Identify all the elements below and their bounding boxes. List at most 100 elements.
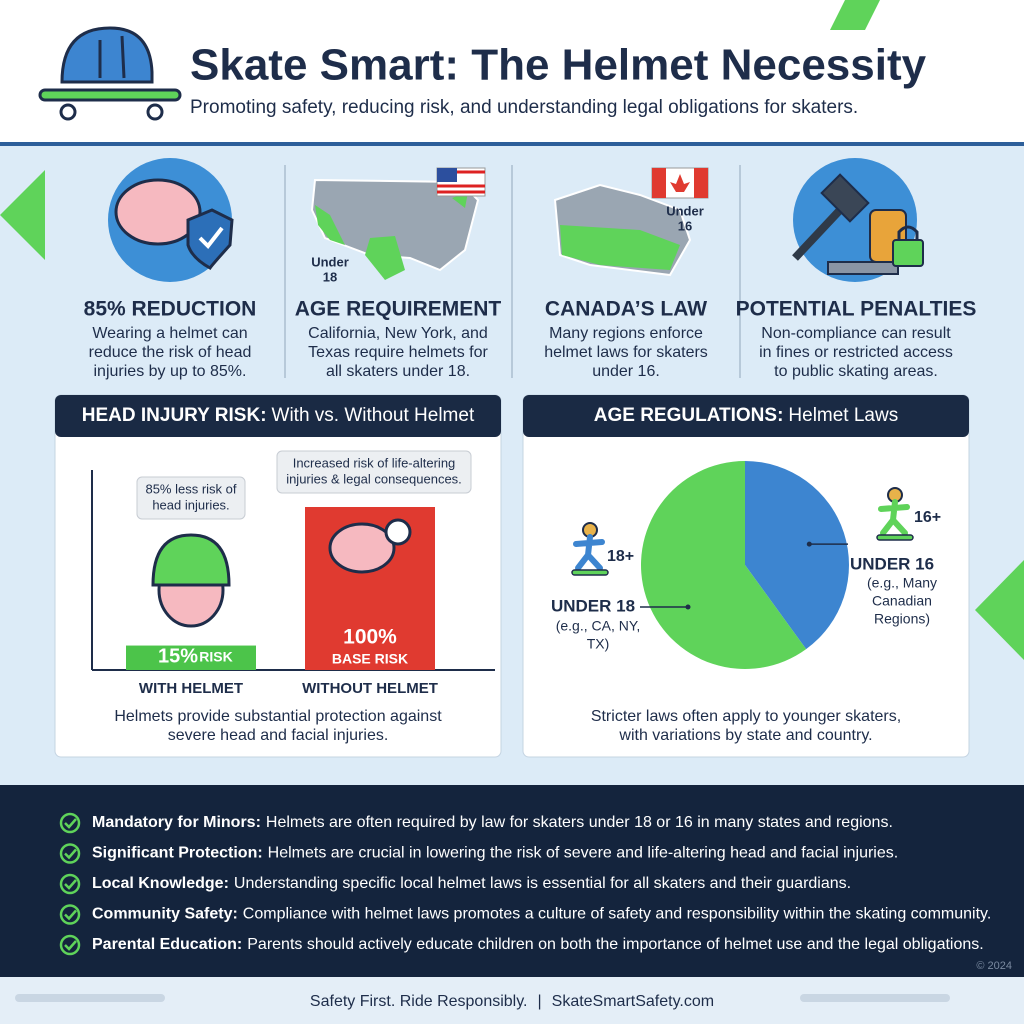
- check-mark: [64, 848, 77, 860]
- deco: [830, 0, 880, 30]
- value-label: 15%: [158, 645, 198, 667]
- board: [571, 569, 609, 576]
- check-mark: [64, 879, 77, 890]
- caption: Helmets provide substantial protection a…: [114, 708, 442, 725]
- stat-text: California, New York, and: [308, 325, 488, 342]
- helmet-logo: [38, 26, 182, 121]
- stat-heading: CANADA’S LAW: [545, 298, 707, 321]
- map-label: 18: [323, 269, 337, 284]
- bullet-body: Understanding specific local helmet laws…: [234, 875, 851, 892]
- stat-heading: 85% REDUCTION: [84, 298, 257, 321]
- panel-title-rest: Helmet Laws: [788, 405, 898, 426]
- footer-board: [15, 994, 165, 1002]
- footer-board: [800, 994, 950, 1002]
- body: [878, 499, 910, 536]
- slice-detail: (e.g., CA, NY,: [556, 618, 641, 634]
- bullet-text: Community Safety: Compliance with helmet …: [92, 906, 991, 923]
- value-note: RISK: [199, 649, 232, 665]
- check-mark: [64, 940, 77, 951]
- x-tick-label: WITHOUT HELMET: [302, 680, 438, 697]
- stat-text: Wearing a helmet can: [92, 325, 247, 342]
- stat-text: to public skating areas.: [774, 363, 938, 380]
- panel-title-bold: HEAD INJURY RISK:: [82, 405, 267, 426]
- stat-text: under 16.: [592, 363, 660, 380]
- footer-text: Safety First. Ride Responsibly. | SkateSma…: [310, 993, 714, 1010]
- usa-map-icon: [310, 167, 486, 280]
- bullet-body: Helmets are crucial in lowering the risk…: [268, 845, 899, 862]
- map-label: Under: [311, 254, 349, 269]
- stat-text: helmet laws for skaters: [544, 344, 708, 361]
- pie-slice: [745, 461, 849, 650]
- gavel-icon: [792, 158, 924, 282]
- title: Skate Smart: The Helmet Necessity: [190, 41, 927, 90]
- stat-text: in fines or restricted access: [759, 344, 953, 361]
- footer-site: SkateSmartSafety.com: [552, 993, 714, 1010]
- copyright: © 2024: [976, 960, 1012, 972]
- brain: [328, 522, 396, 574]
- bullet-body: Compliance with helmet laws promotes a c…: [243, 906, 991, 923]
- brain-skull-icon: [328, 518, 412, 574]
- footer-tagline: Safety First. Ride Responsibly.: [310, 993, 528, 1010]
- pie-slice: [641, 461, 807, 670]
- board: [876, 534, 914, 541]
- skull: [384, 518, 412, 546]
- panel-header: [55, 395, 501, 437]
- slice-detail: (e.g., Many: [867, 575, 937, 591]
- annotation: 85% less risk of: [145, 481, 236, 496]
- annotation: Increased risk of life-altering: [293, 455, 456, 470]
- slice-detail: TX): [587, 636, 610, 652]
- helmet-brain-icon: [151, 533, 231, 628]
- icon-label: 16+: [914, 509, 941, 526]
- map-label: Under: [666, 203, 704, 218]
- deco: [975, 560, 1024, 660]
- x-tick-label: WITH HELMET: [139, 680, 243, 697]
- canada-map-icon: [553, 167, 709, 277]
- body: [573, 534, 605, 571]
- stat-text: reduce the risk of head: [89, 344, 252, 361]
- check-mark: [64, 818, 77, 829]
- check-icon: [59, 843, 81, 864]
- stat-heading: POTENTIAL PENALTIES: [736, 298, 977, 321]
- stat-text: Non-compliance can result: [761, 325, 951, 342]
- slice-label: UNDER 18: [551, 596, 635, 615]
- panel-title-bold: AGE REGULATIONS:: [594, 405, 784, 426]
- caption: severe head and facial injuries.: [168, 727, 389, 744]
- check-icon: [59, 873, 81, 895]
- bullet-lead: Significant Protection:: [92, 845, 263, 862]
- check-icon: [59, 904, 81, 925]
- brain-shield-icon: [108, 158, 234, 282]
- annotation: injuries & legal consequences.: [286, 471, 462, 486]
- panel-title: HEAD INJURY RISK: With vs. Without Helmet: [82, 405, 475, 426]
- annotation: head injuries.: [152, 497, 229, 512]
- bullet-lead: Community Safety:: [92, 906, 238, 923]
- stat-text: injuries by up to 85%.: [94, 363, 247, 380]
- bullet-text: Significant Protection: Helmets are cruci…: [92, 845, 898, 862]
- bullet-body: Helmets are often required by law for sk…: [266, 814, 893, 831]
- bar: [126, 645, 256, 670]
- value-note: BASE RISK: [332, 651, 408, 667]
- stat-text: Many regions enforce: [549, 325, 703, 342]
- slice-label: UNDER 16: [850, 554, 934, 573]
- map-label: 16: [678, 218, 692, 233]
- value-label: 100%: [343, 626, 397, 649]
- leader-dot: [806, 541, 812, 547]
- leader-dot: [685, 604, 691, 610]
- panel-title-rest: With vs. Without Helmet: [272, 405, 475, 426]
- panel-title: AGE REGULATIONS: Helmet Laws: [594, 405, 898, 426]
- helmet: [151, 533, 231, 587]
- callout: [276, 450, 472, 494]
- deco: [0, 170, 45, 260]
- bullet-body: Parents should actively educate children…: [247, 936, 983, 953]
- skater-icon: [571, 522, 609, 576]
- slice-detail: Canadian: [872, 593, 932, 609]
- key-points-bg: [0, 785, 1024, 977]
- callout: [136, 476, 246, 520]
- stat-heading: AGE REQUIREMENT: [295, 298, 502, 321]
- bullet-text: Local Knowledge: Understanding specific l…: [92, 875, 851, 892]
- skater-icon: [876, 487, 914, 541]
- bullet-lead: Mandatory for Minors:: [92, 814, 261, 831]
- header-rule: [0, 142, 1024, 146]
- slice-detail: Regions): [874, 611, 930, 627]
- bullet-lead: Parental Education:: [92, 936, 242, 953]
